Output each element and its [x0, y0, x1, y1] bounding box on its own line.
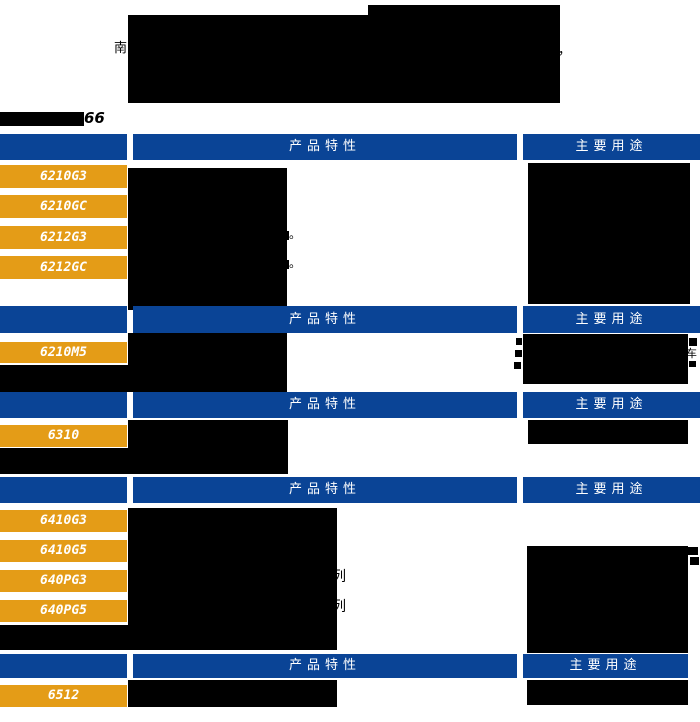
- glyph-fragment: [515, 350, 522, 357]
- table5-header-col1: [0, 654, 127, 678]
- header-label-uses: 主要用途: [575, 397, 648, 412]
- glyph-fragment: [689, 361, 696, 367]
- redaction-block: [0, 365, 287, 392]
- product-cell-640PG5: 640PG5: [0, 600, 127, 622]
- product-cell-6410G5: 6410G5: [0, 540, 127, 562]
- redaction-block: [527, 680, 688, 705]
- glyph-fragment: [551, 44, 557, 56]
- glyph-fragment: [284, 231, 289, 240]
- redaction-block: [528, 420, 688, 444]
- redaction-block: [528, 163, 690, 304]
- table2-header-uses: 主要用途: [523, 306, 700, 333]
- text-fragment: 车: [686, 347, 697, 360]
- redaction-block: [0, 448, 288, 474]
- header-label-features: 产品特性: [288, 658, 361, 673]
- table3-header-col1: [0, 392, 127, 418]
- glyph-fragment: [284, 260, 289, 269]
- redaction-block: [128, 680, 337, 707]
- redaction-block: [128, 168, 287, 310]
- table4-header-col1: [0, 477, 127, 503]
- product-cell-6512: 6512: [0, 685, 127, 707]
- intro-fragment-comma: ，: [558, 43, 572, 58]
- header-label-features: 产品特性: [288, 312, 361, 327]
- table2-header-col1: [0, 306, 127, 333]
- table2-header-features: 产品特性: [133, 306, 517, 333]
- redaction-block: [0, 625, 128, 650]
- table1-header-uses: 主要用途: [523, 134, 700, 160]
- glyph-fragment: [688, 547, 698, 555]
- product-cell-6210GC: 6210GC: [0, 195, 127, 218]
- header-label-uses: 主要用途: [575, 139, 648, 154]
- table1-header-features: 产品特性: [133, 134, 517, 160]
- header-label-uses: 主要用途: [575, 482, 648, 497]
- redaction-block: [527, 546, 688, 653]
- header-label-uses: 主要用途: [575, 312, 648, 327]
- text-fragment: 。: [289, 227, 302, 241]
- redaction-block: [128, 15, 368, 103]
- product-cell-6212GC: 6212GC: [0, 256, 127, 279]
- header-label-uses: 主要用途: [569, 658, 642, 673]
- product-cell-640PG3: 640PG3: [0, 570, 127, 592]
- intro-visible-char: 南: [114, 41, 128, 56]
- text-fragment: 列: [332, 599, 346, 615]
- redaction-block: [128, 508, 337, 650]
- header-label-features: 产品特性: [288, 397, 361, 412]
- header-label-features: 产品特性: [288, 482, 361, 497]
- product-cell-6210G3: 6210G3: [0, 165, 127, 188]
- table3-header-uses: 主要用途: [523, 392, 700, 418]
- redaction-block: [0, 112, 84, 126]
- header-label-features: 产品特性: [288, 139, 361, 154]
- redaction-block: [523, 334, 688, 384]
- redaction-block: [128, 333, 287, 366]
- table5-header-uses: 主要用途: [523, 654, 688, 678]
- redaction-block: [368, 5, 560, 103]
- table4-header-features: 产品特性: [133, 477, 517, 503]
- table4-header-uses: 主要用途: [523, 477, 700, 503]
- glyph-fragment: [516, 338, 522, 345]
- product-cell-6310: 6310: [0, 425, 127, 447]
- glyph-fragment: [514, 362, 521, 369]
- product-cell-6212G3: 6212G3: [0, 226, 127, 249]
- redaction-block: [128, 420, 288, 449]
- product-cell-6410G3: 6410G3: [0, 510, 127, 532]
- glyph-fragment: [690, 557, 699, 565]
- page-number: 66: [84, 109, 105, 127]
- product-cell-6210M5: 6210M5: [0, 342, 127, 363]
- text-fragment: 。: [289, 256, 302, 270]
- glyph-fragment: [689, 338, 697, 346]
- table5-header-features: 产品特性: [133, 654, 517, 678]
- table3-header-features: 产品特性: [133, 392, 517, 418]
- text-fragment: 列: [332, 569, 346, 585]
- table1-header-col1: [0, 134, 127, 160]
